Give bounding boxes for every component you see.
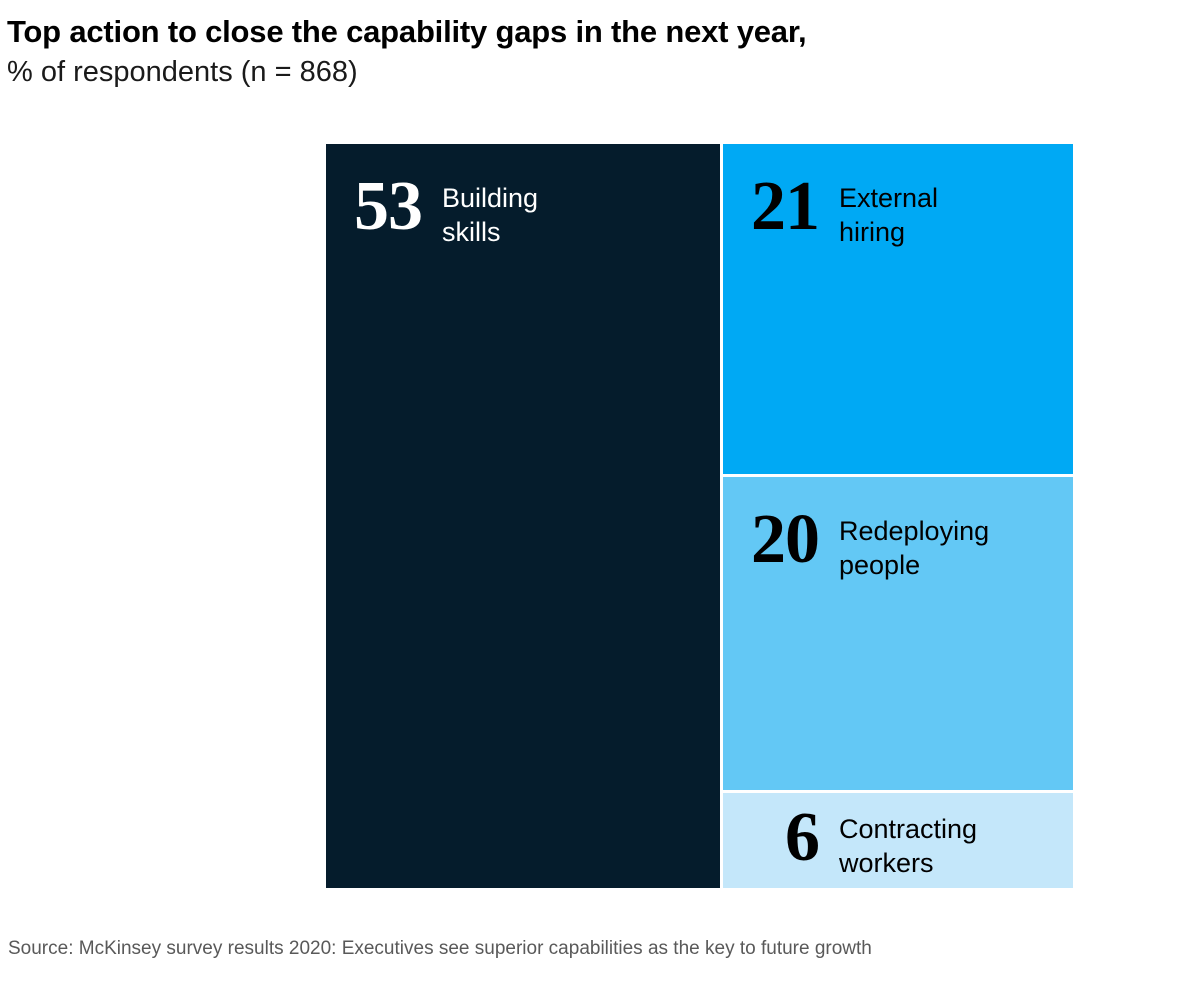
segment-content: 6 Contracting workers	[723, 793, 1073, 880]
treemap-right-column: 21 External hiring 20 Redeploying people	[723, 144, 1073, 888]
treemap-left-column: 53 Building skills	[326, 144, 720, 888]
segment-content: 21 External hiring	[723, 144, 1073, 249]
segment-content: 20 Redeploying people	[723, 477, 1073, 582]
treemap-chart: 53 Building skills 21 External hiring	[326, 144, 1073, 888]
segment-value: 20	[751, 501, 820, 578]
segment-label: Building skills	[442, 183, 539, 247]
segment-value: 6	[785, 799, 820, 876]
segment-label: External hiring	[839, 183, 939, 247]
source-note: Source: McKinsey survey results 2020: Ex…	[8, 938, 872, 959]
segment-building-skills: 53 Building skills	[326, 144, 720, 888]
segment-redeploying-people: 20 Redeploying people	[723, 477, 1073, 790]
segment-label: Contracting workers	[839, 814, 978, 878]
chart-header: Top action to close the capability gaps …	[7, 12, 1107, 92]
chart-title: Top action to close the capability gaps …	[7, 14, 807, 49]
segment-external-hiring: 21 External hiring	[723, 144, 1073, 474]
segment-value: 53	[354, 168, 423, 245]
segment-contracting-workers: 6 Contracting workers	[723, 793, 1073, 888]
segment-label: Redeploying people	[839, 516, 990, 580]
chart-subtitle: % of respondents (n = 868)	[7, 56, 358, 88]
segment-value: 21	[751, 168, 820, 245]
segment-content: 53 Building skills	[326, 144, 720, 249]
